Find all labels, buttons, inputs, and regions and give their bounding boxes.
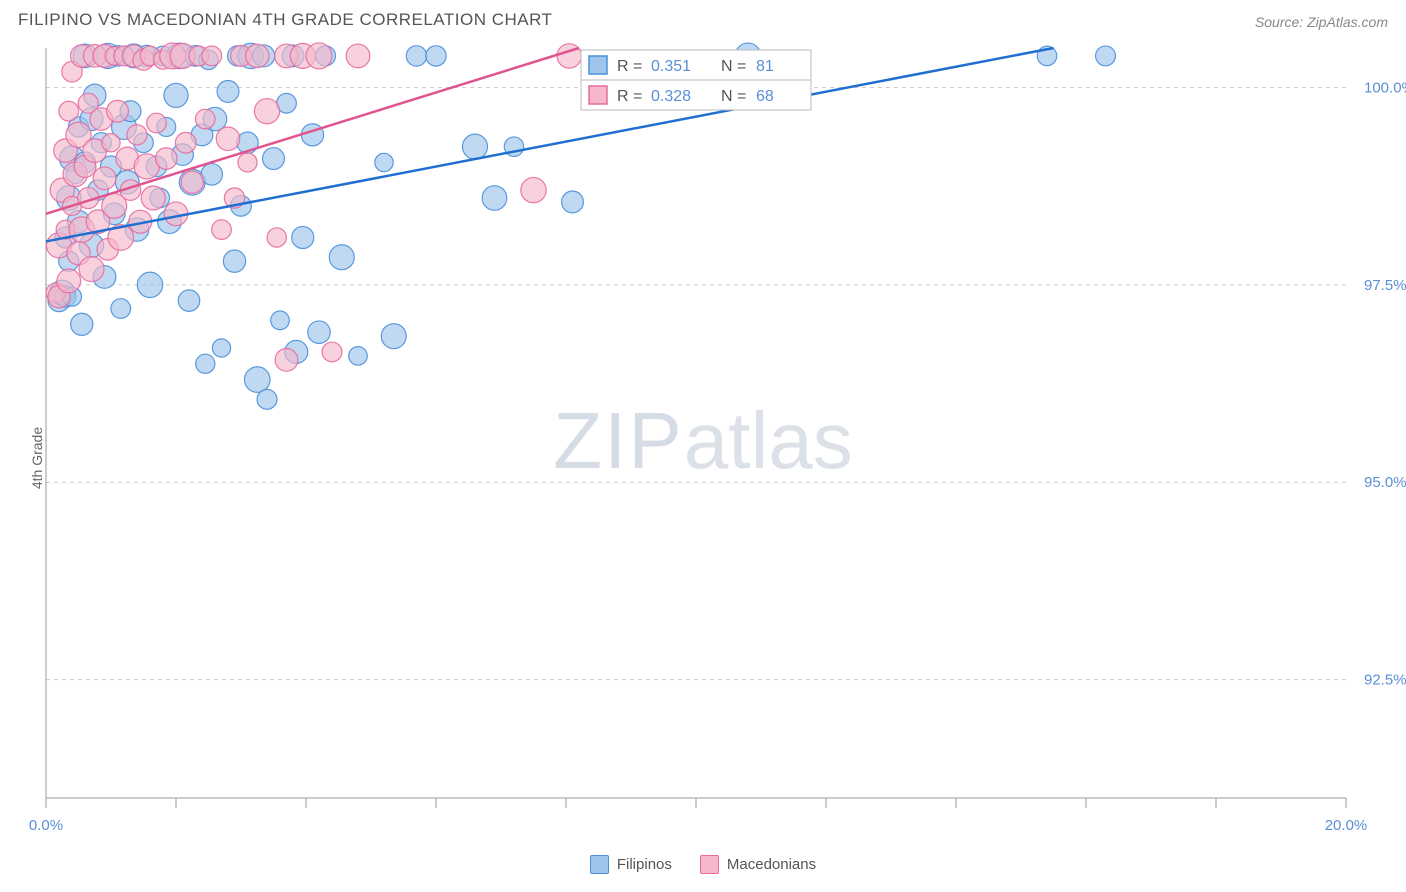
stats-row bbox=[581, 50, 811, 80]
chart-svg: 92.5%95.0%97.5%100.0%0.0%20.0%R =0.351N … bbox=[46, 38, 1386, 838]
chart-area: 4th Grade ZIPatlas 92.5%95.0%97.5%100.0%… bbox=[0, 38, 1406, 878]
chart-title: FILIPINO VS MACEDONIAN 4TH GRADE CORRELA… bbox=[18, 10, 552, 30]
data-point-macedonians bbox=[79, 257, 104, 282]
data-point-macedonians bbox=[202, 46, 222, 66]
data-point-macedonians bbox=[275, 348, 298, 371]
data-point-filipinos bbox=[196, 354, 215, 373]
data-point-macedonians bbox=[93, 167, 116, 190]
data-point-filipinos bbox=[1096, 46, 1116, 66]
y-tick-label: 100.0% bbox=[1364, 79, 1406, 96]
y-tick-label: 92.5% bbox=[1364, 672, 1406, 689]
data-point-filipinos bbox=[482, 186, 507, 211]
data-point-filipinos bbox=[164, 83, 188, 107]
legend-swatch bbox=[700, 855, 719, 874]
data-point-filipinos bbox=[244, 367, 270, 393]
stats-r-value: 0.328 bbox=[651, 88, 691, 105]
data-point-filipinos bbox=[349, 347, 368, 366]
data-point-macedonians bbox=[306, 43, 332, 69]
data-point-macedonians bbox=[238, 153, 257, 172]
chart-source: Source: ZipAtlas.com bbox=[1255, 14, 1388, 30]
data-point-filipinos bbox=[212, 339, 230, 357]
stats-r-label: R = bbox=[617, 58, 642, 75]
stats-swatch bbox=[589, 86, 607, 104]
legend-label: Macedonians bbox=[727, 856, 816, 873]
data-point-macedonians bbox=[155, 148, 177, 170]
data-point-macedonians bbox=[57, 269, 81, 293]
data-point-macedonians bbox=[322, 342, 342, 362]
stats-row bbox=[581, 80, 811, 110]
data-point-macedonians bbox=[216, 127, 240, 151]
data-point-macedonians bbox=[107, 100, 129, 122]
data-point-macedonians bbox=[254, 99, 279, 124]
data-point-filipinos bbox=[137, 272, 162, 297]
legend-item: Filipinos bbox=[590, 855, 672, 874]
data-point-filipinos bbox=[375, 153, 393, 171]
stats-box: R = 0.351 N = 81 R = 0.328 N = 68 bbox=[581, 50, 811, 110]
stats-n-label: N = bbox=[721, 58, 746, 75]
data-point-macedonians bbox=[212, 220, 232, 240]
data-point-filipinos bbox=[301, 124, 323, 146]
data-point-macedonians bbox=[246, 44, 269, 67]
data-point-filipinos bbox=[562, 191, 584, 213]
data-point-macedonians bbox=[346, 44, 370, 68]
stats-swatch bbox=[589, 56, 607, 74]
data-point-macedonians bbox=[141, 186, 165, 210]
chart-header: FILIPINO VS MACEDONIAN 4TH GRADE CORRELA… bbox=[0, 0, 1406, 38]
legend-item: Macedonians bbox=[700, 855, 816, 874]
data-point-filipinos bbox=[217, 80, 239, 102]
data-point-filipinos bbox=[263, 148, 285, 170]
y-tick-label: 97.5% bbox=[1364, 277, 1406, 294]
data-point-filipinos bbox=[381, 324, 406, 349]
data-point-filipinos bbox=[329, 245, 354, 270]
data-point-macedonians bbox=[521, 177, 546, 202]
stats-n-label: N = bbox=[721, 88, 746, 105]
data-point-filipinos bbox=[201, 164, 223, 186]
data-point-filipinos bbox=[426, 46, 446, 66]
data-point-filipinos bbox=[71, 313, 93, 335]
data-point-macedonians bbox=[147, 113, 167, 133]
data-point-macedonians bbox=[175, 132, 196, 153]
stats-r-label: R = bbox=[617, 88, 642, 105]
data-point-filipinos bbox=[308, 321, 331, 344]
data-point-macedonians bbox=[127, 125, 147, 145]
data-point-filipinos bbox=[111, 299, 131, 319]
data-point-filipinos bbox=[271, 311, 290, 330]
x-tick-label: 0.0% bbox=[29, 817, 63, 834]
data-point-filipinos bbox=[223, 250, 245, 272]
series-legend: Filipinos Macedonians bbox=[0, 855, 1406, 874]
data-point-macedonians bbox=[181, 171, 203, 193]
data-point-macedonians bbox=[59, 101, 79, 121]
stats-n-value: 81 bbox=[756, 58, 774, 75]
legend-swatch bbox=[590, 855, 609, 874]
data-point-filipinos bbox=[462, 134, 487, 159]
y-tick-label: 95.0% bbox=[1364, 474, 1406, 491]
data-point-filipinos bbox=[178, 290, 199, 311]
data-point-filipinos bbox=[257, 389, 277, 409]
legend-label: Filipinos bbox=[617, 856, 672, 873]
data-point-macedonians bbox=[195, 109, 215, 129]
data-point-filipinos bbox=[292, 226, 314, 248]
stats-r-value: 0.351 bbox=[651, 58, 691, 75]
stats-n-value: 68 bbox=[756, 88, 774, 105]
data-point-macedonians bbox=[102, 134, 120, 152]
y-axis-label: 4th Grade bbox=[29, 427, 45, 489]
x-tick-label: 20.0% bbox=[1325, 817, 1368, 834]
data-point-macedonians bbox=[267, 228, 286, 247]
data-point-filipinos bbox=[406, 46, 426, 66]
